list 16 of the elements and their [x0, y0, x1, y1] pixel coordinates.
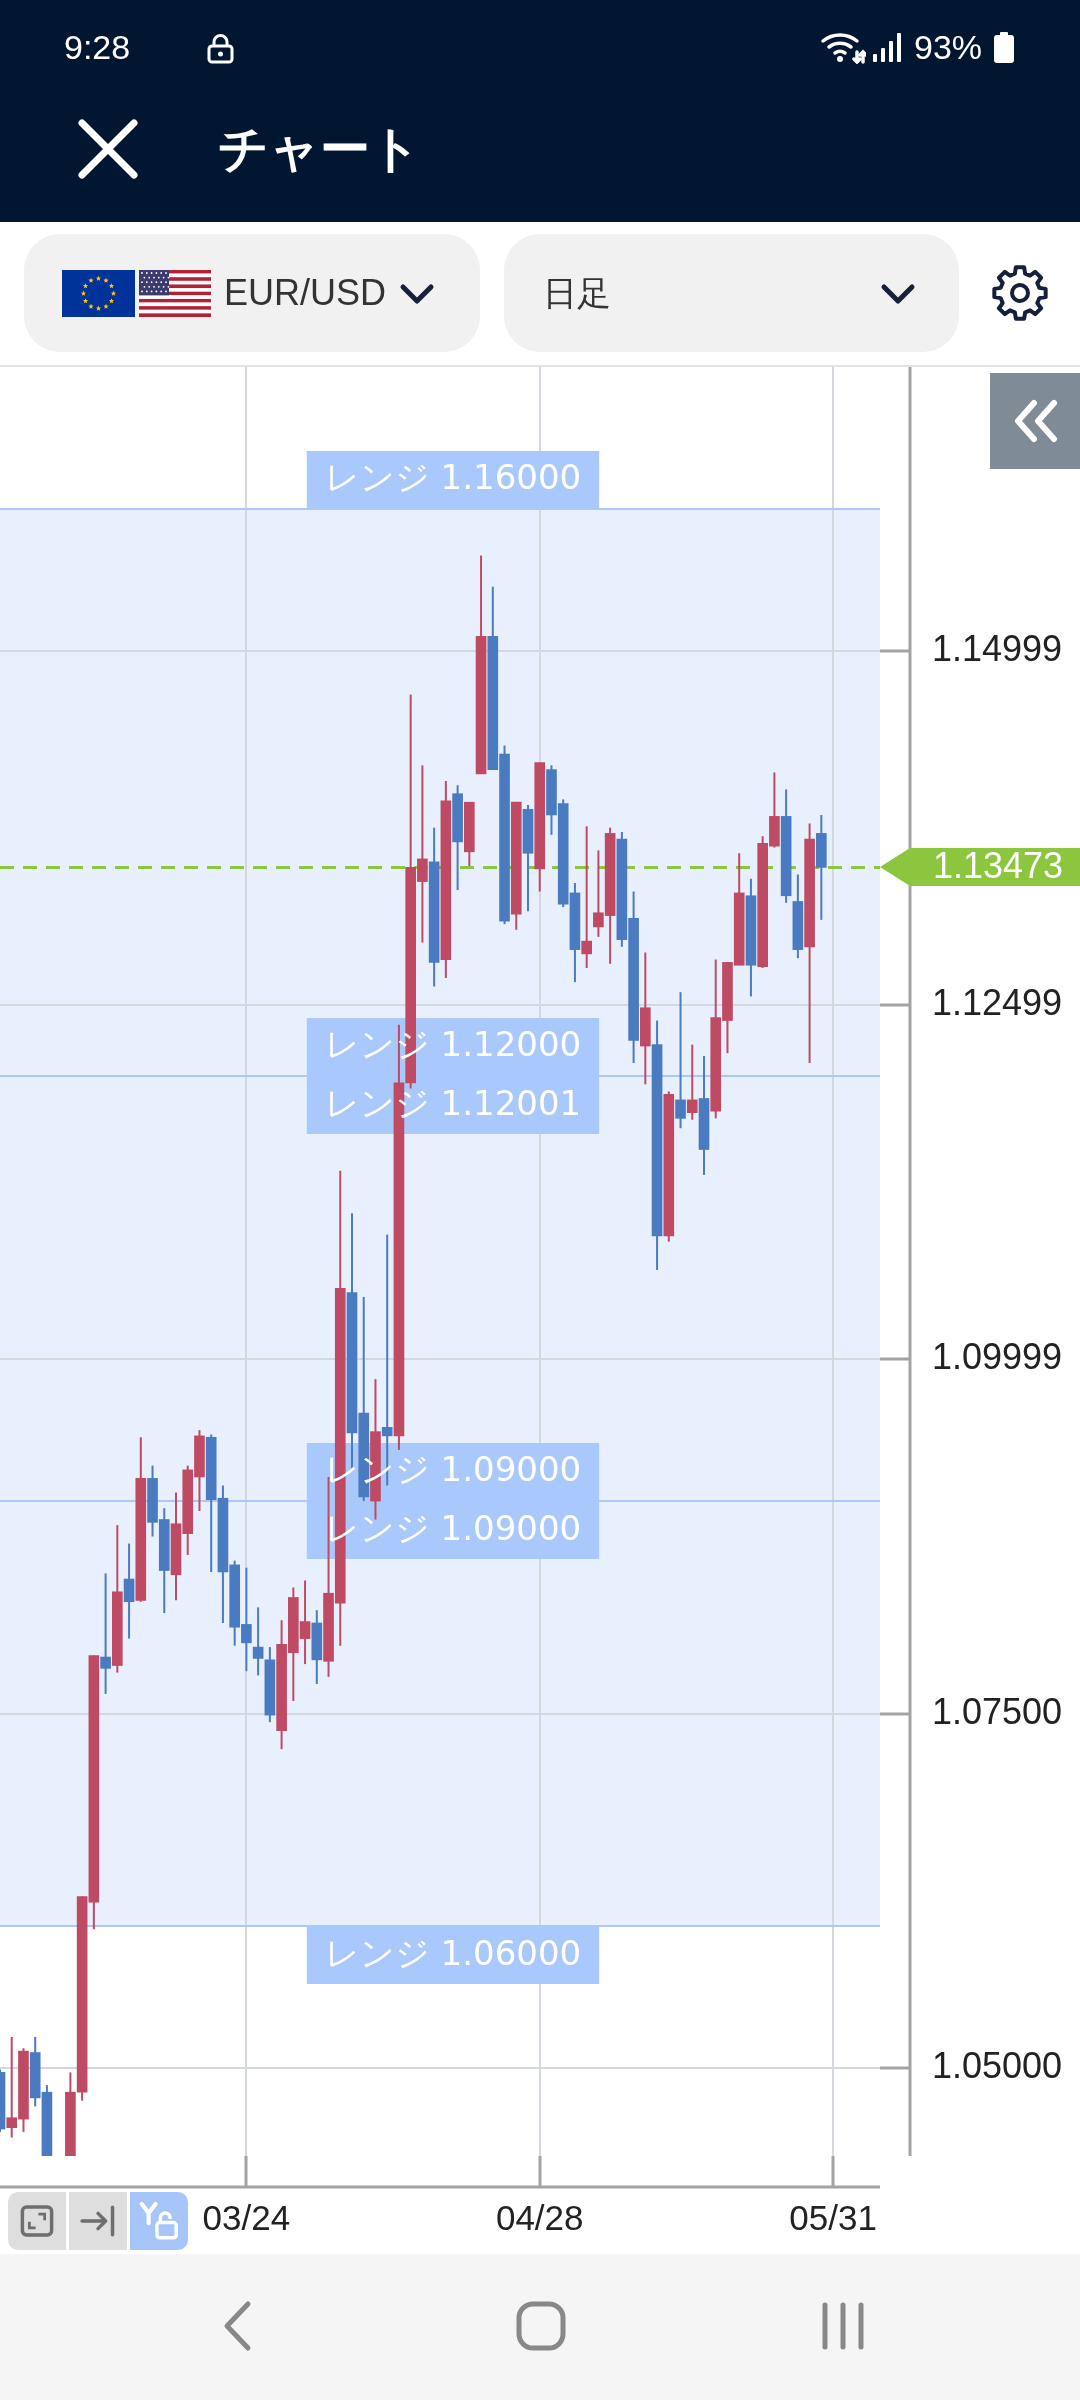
ref-line-label: レンジ 1.16000 — [324, 457, 582, 498]
x-tick-label: 03/24 — [202, 2197, 291, 2237]
text: 日足 — [543, 273, 611, 313]
chart-title: チャート — [218, 120, 421, 178]
ref-line-label: 1.13473 — [933, 844, 1064, 886]
text: 9:28 — [64, 28, 131, 66]
y-tick-label: 1.14999 — [932, 627, 1063, 669]
x-tick-label: 05/31 — [789, 2197, 877, 2237]
y-tick-label: 1.09999 — [932, 1336, 1063, 1378]
text: 93% — [914, 28, 983, 66]
y-tick-label: 1.05000 — [932, 2045, 1063, 2087]
x-tick-label: 04/28 — [495, 2197, 584, 2237]
ref-line-label: レンジ 1.06000 — [324, 1933, 582, 1974]
chart-subtitle: EUR/USD — [224, 272, 387, 313]
y-tick-label: 1.07500 — [932, 1690, 1063, 1732]
y-tick-label: 1.12499 — [932, 981, 1063, 1023]
